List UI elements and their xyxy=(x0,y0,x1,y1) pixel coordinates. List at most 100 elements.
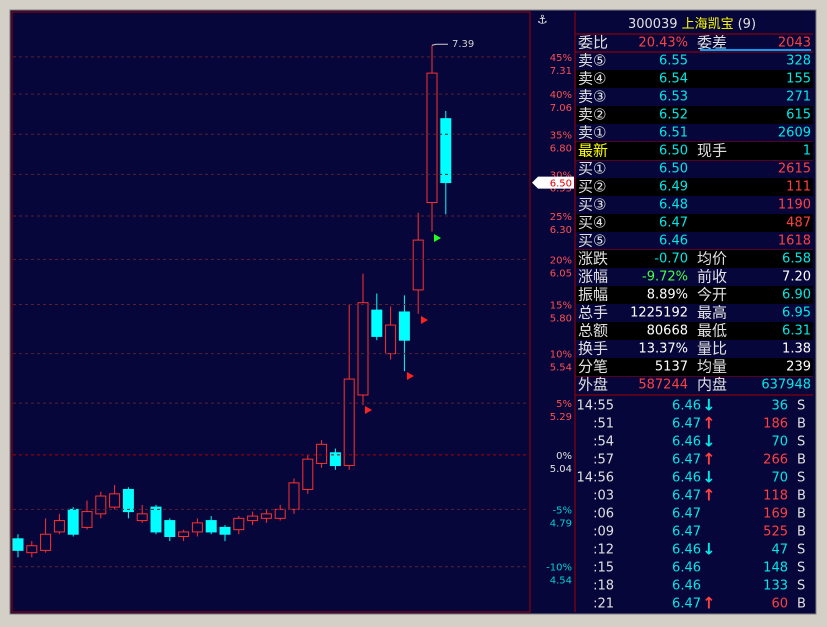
candle-body xyxy=(385,324,397,355)
screen xyxy=(9,9,817,615)
tick-side: S xyxy=(797,543,805,558)
row-label2: 均价 xyxy=(697,250,727,268)
signal-arrow xyxy=(434,234,441,242)
price-label: 5.29 xyxy=(550,412,572,423)
tick-time: :06 xyxy=(593,507,614,522)
tick-volume: 36 xyxy=(771,399,788,414)
row-value: 8.89% xyxy=(647,288,688,303)
tick-side: B xyxy=(797,489,806,504)
candle-body xyxy=(26,545,38,554)
row-value: 6.50 xyxy=(659,162,688,177)
tick-arrow: ↑ xyxy=(702,486,715,505)
pct-label: 40% xyxy=(550,90,572,101)
tick-time: :57 xyxy=(593,453,614,468)
row-value2: 239 xyxy=(786,360,811,375)
row-value: -9.72% xyxy=(642,270,688,285)
row-value: 6.46 xyxy=(659,234,688,249)
row-value2: 2615 xyxy=(778,162,811,177)
tick-price: 6.46 xyxy=(672,471,701,486)
row-value: 6.54 xyxy=(659,72,688,87)
pct-label: 5% xyxy=(556,399,572,410)
price-label: 6.30 xyxy=(550,225,572,236)
row-label: 卖① xyxy=(578,124,606,142)
candle-body xyxy=(371,309,383,337)
price-label: 5.54 xyxy=(550,363,572,374)
candle-body xyxy=(67,508,79,535)
row-label2: 量比 xyxy=(697,340,727,358)
candle-body xyxy=(398,311,410,341)
candle-body xyxy=(109,493,121,508)
row-label: 涨幅 xyxy=(578,268,608,286)
row-label: 涨跌 xyxy=(578,250,608,268)
tick-volume: 47 xyxy=(771,543,788,558)
tick-price: 6.47 xyxy=(672,489,701,504)
candle-body xyxy=(357,302,369,396)
tick-time: :15 xyxy=(593,561,614,576)
pct-label: 45% xyxy=(550,53,572,64)
candle-body xyxy=(191,522,203,533)
row-value2: 6.90 xyxy=(782,288,811,303)
tick-side: S xyxy=(797,579,805,594)
candle-body xyxy=(122,488,134,513)
tick-time: :09 xyxy=(593,525,614,540)
tick-arrow: ↓ xyxy=(702,540,715,559)
row-label: 买② xyxy=(578,178,606,196)
row-value: 80668 xyxy=(647,324,688,339)
tick-price: 6.46 xyxy=(672,579,701,594)
row-band xyxy=(576,70,813,88)
tick-arrow: ↓ xyxy=(702,396,715,415)
row-label: 卖⑤ xyxy=(578,52,606,70)
header-suffix: (9) xyxy=(738,17,756,32)
current-price-marker xyxy=(532,176,574,189)
row-label2: 最高 xyxy=(697,304,727,322)
row-value2: 1.38 xyxy=(782,342,811,357)
price-label: 5.04 xyxy=(550,464,572,475)
price-label: 5.80 xyxy=(550,314,572,325)
candle-body xyxy=(426,72,438,204)
row-label: 买⑤ xyxy=(578,232,606,250)
row-band xyxy=(576,106,813,124)
row-label2: 今开 xyxy=(697,286,727,304)
pct-label: 20% xyxy=(550,255,572,266)
candle-body xyxy=(316,443,328,464)
anchor-icon[interactable]: ⚓ xyxy=(537,13,548,27)
tick-price: 6.46 xyxy=(672,399,701,414)
tick-arrow: ↑ xyxy=(702,594,715,613)
row-value: 6.53 xyxy=(659,90,688,105)
candle-body xyxy=(343,378,355,467)
tick-price: 6.46 xyxy=(672,543,701,558)
row-value: 587244 xyxy=(638,378,688,393)
tick-volume: 118 xyxy=(763,489,788,504)
row-label: 买① xyxy=(578,160,606,178)
row-value2: 1 xyxy=(803,144,811,159)
tick-arrow: ↓ xyxy=(702,468,715,487)
price-label: 6.80 xyxy=(550,143,572,154)
row-value: 6.49 xyxy=(659,180,688,195)
signal-arrow xyxy=(365,406,372,414)
tick-price: 6.47 xyxy=(672,453,701,468)
tick-price: 6.47 xyxy=(672,417,701,432)
candle-body xyxy=(81,511,93,528)
row-value: 6.50 xyxy=(659,144,688,159)
candle-body xyxy=(136,513,148,522)
tick-arrow: ↑ xyxy=(702,450,715,469)
row-value: 6.55 xyxy=(659,54,688,69)
row-value: 6.51 xyxy=(659,126,688,141)
row-value2: 615 xyxy=(786,108,811,123)
candle-body xyxy=(178,531,190,538)
pct-label: 10% xyxy=(550,350,572,361)
tick-side: B xyxy=(797,597,806,612)
price-label: 4.79 xyxy=(550,518,572,529)
price-label: 7.06 xyxy=(550,103,572,114)
tick-volume: 60 xyxy=(771,597,788,612)
row-value2: 7.20 xyxy=(782,270,811,285)
tick-time: :54 xyxy=(593,435,614,450)
tick-side: S xyxy=(797,471,805,486)
row-label2: 委差 xyxy=(697,34,727,52)
row-value2: 487 xyxy=(786,216,811,231)
tick-volume: 70 xyxy=(771,435,788,450)
tick-time: :51 xyxy=(593,417,614,432)
row-label: 卖② xyxy=(578,106,606,124)
pct-label: 25% xyxy=(550,212,572,223)
row-value2: 6.95 xyxy=(782,306,811,321)
